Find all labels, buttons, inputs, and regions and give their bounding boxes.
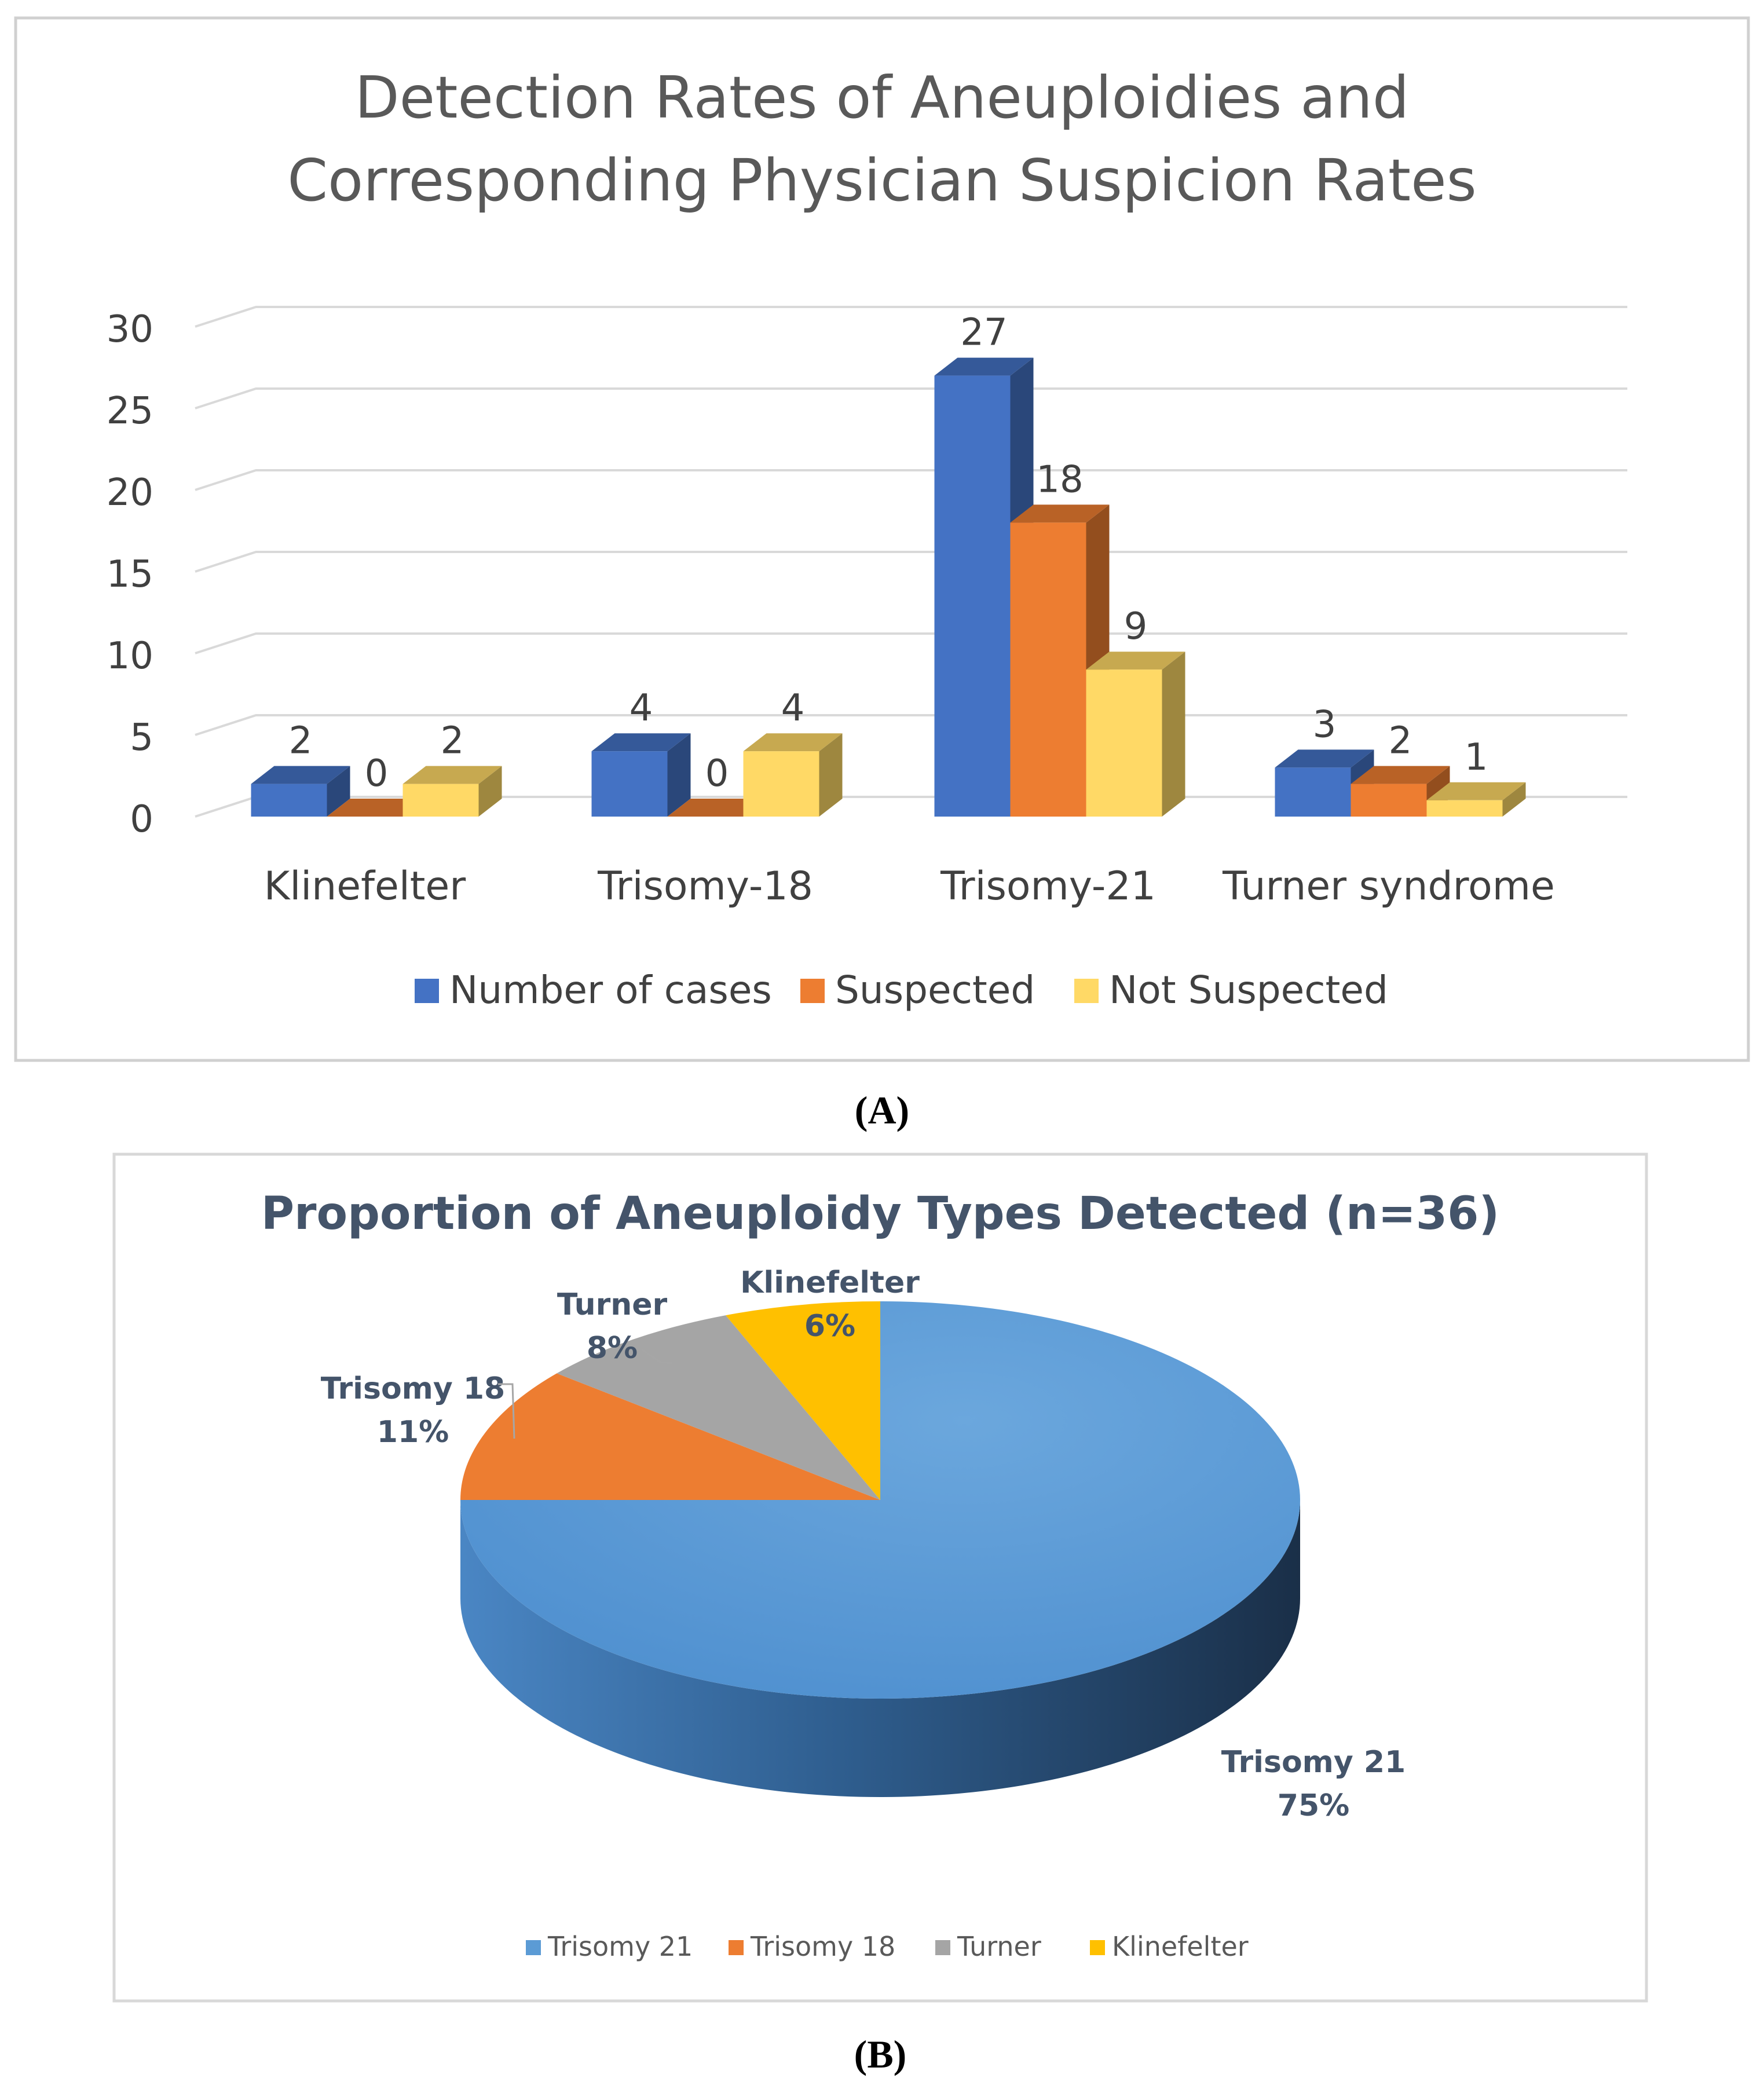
- bar-front: [1086, 669, 1162, 817]
- legend-label: Number of cases: [449, 968, 772, 1012]
- bar-data-label: 4: [781, 687, 805, 730]
- bar-side: [667, 733, 691, 817]
- chart-a-bars: 2 0 2 4 0 4 27 18 9 3 2 1: [251, 312, 1526, 817]
- bar-front: [1275, 767, 1351, 817]
- bar-number-of-cases-trisomy-18: 4: [591, 687, 691, 817]
- bar-data-label: 4: [630, 687, 653, 730]
- bar-number-of-cases-klinefelter: 2: [251, 720, 350, 817]
- bar-front: [402, 784, 479, 817]
- bar-side: [478, 766, 502, 817]
- chart-a-x-axis: Klinefelter Trisomy-18 Trisomy-21 Turner sy…: [264, 863, 1555, 909]
- bar-data-label: 18: [1036, 458, 1083, 501]
- chart-a-title-line-1: Detection Rates of Aneuploidies and: [355, 64, 1410, 131]
- y-tick-label: 20: [107, 471, 153, 514]
- legend-label: Not Suspected: [1109, 968, 1388, 1012]
- legend-item-suspected: Suspected: [800, 968, 1035, 1012]
- bar-data-label: 2: [289, 720, 313, 763]
- legend-swatch: [1074, 979, 1099, 1003]
- bar-front: [743, 751, 819, 817]
- bar-data-label: 2: [441, 720, 464, 763]
- bar-side: [1502, 782, 1526, 817]
- bar-suspected-klinefelter: 0: [327, 752, 426, 817]
- bar-front: [1426, 800, 1503, 817]
- bar-side: [1162, 652, 1185, 817]
- legend-swatch: [415, 979, 439, 1003]
- bar-number-of-cases-turner-syndrome: 3: [1275, 703, 1374, 817]
- bar-top: [591, 733, 691, 752]
- bar-front: [591, 751, 668, 817]
- bar-top: [251, 766, 350, 784]
- bar-top: [1010, 504, 1110, 523]
- bar-data-label: 3: [1313, 703, 1337, 746]
- bar-top: [1351, 766, 1450, 784]
- y-tick-label: 10: [107, 635, 153, 678]
- legend-swatch: [800, 979, 825, 1003]
- y-tick-label: 5: [130, 716, 153, 759]
- y-tick-label: 25: [107, 390, 153, 433]
- bar-top: [327, 799, 426, 817]
- bar-data-label: 27: [960, 312, 1007, 354]
- x-tick-label: Turner syndrome: [1222, 863, 1555, 909]
- bar-top: [1086, 652, 1185, 670]
- bar-side: [819, 733, 843, 817]
- bar-top: [934, 357, 1034, 376]
- bar-top: [667, 799, 767, 817]
- bar-front: [1010, 522, 1086, 817]
- bar-data-label: 9: [1124, 605, 1148, 648]
- x-tick-label: Trisomy-21: [940, 863, 1156, 909]
- gridline: [195, 387, 1627, 409]
- bar-front: [934, 375, 1011, 817]
- bar-not-suspected-turner-syndrome: 1: [1426, 736, 1526, 817]
- bar-side: [327, 766, 350, 817]
- chart-a-frame: [14, 16, 1750, 1062]
- bar-top: [1426, 782, 1526, 800]
- bar-top: [402, 766, 502, 784]
- x-tick-label: Trisomy-18: [597, 863, 813, 909]
- bar-front: [1351, 784, 1427, 817]
- gridline: [195, 632, 1627, 654]
- y-tick-label: 15: [107, 553, 153, 596]
- legend-item-not-suspected: Not Suspected: [1074, 968, 1388, 1012]
- chart-a-y-axis: 0 5 10 15 20 25 30: [107, 308, 153, 841]
- bar-not-suspected-klinefelter: 2: [402, 720, 502, 817]
- bar-data-label: 2: [1389, 720, 1412, 763]
- bar-suspected-trisomy-18: 0: [667, 752, 767, 817]
- bar-top: [1275, 749, 1374, 768]
- bar-data-label: 0: [705, 752, 729, 795]
- x-tick-label: Klinefelter: [264, 863, 466, 909]
- legend-label: Suspected: [835, 968, 1035, 1012]
- y-tick-label: 0: [130, 798, 153, 841]
- chart-a-title-line-2: Corresponding Physician Suspicion Rates: [287, 147, 1477, 214]
- y-tick-label: 30: [107, 308, 153, 351]
- chart-a-legend: Number of cases Suspected Not Suspected: [415, 968, 1388, 1012]
- gridline: [195, 551, 1627, 573]
- gridline: [195, 469, 1627, 491]
- bar-data-label: 1: [1465, 736, 1488, 779]
- bar-not-suspected-trisomy-18: 4: [743, 687, 843, 817]
- legend-item-number-of-cases: Number of cases: [415, 968, 772, 1012]
- bar-data-label: 0: [365, 752, 389, 795]
- bar-not-suspected-trisomy-21: 9: [1086, 605, 1185, 817]
- gridline: [195, 306, 1627, 328]
- bar-top: [743, 733, 843, 752]
- panel-a-label: (A): [855, 1088, 909, 1132]
- bar-front: [251, 784, 327, 817]
